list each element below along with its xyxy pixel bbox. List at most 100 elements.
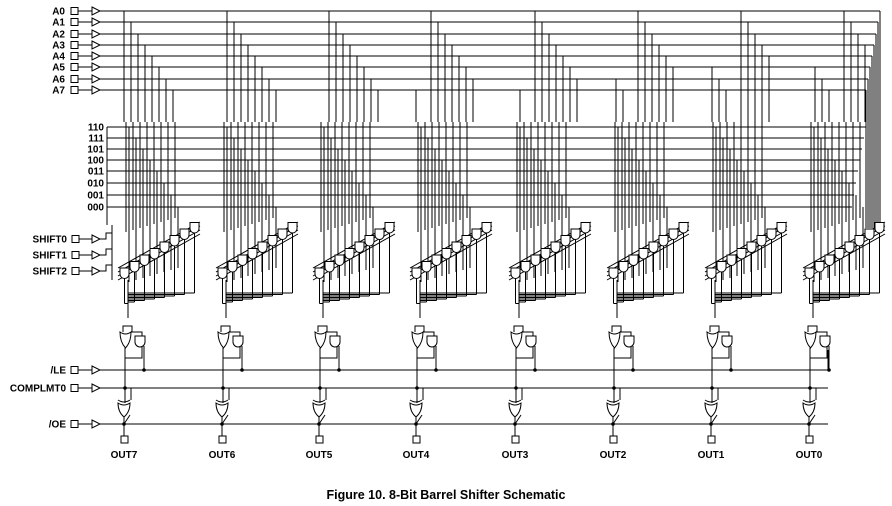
- and-gate: [874, 222, 885, 234]
- and-gate: [471, 228, 482, 240]
- pin-a1: [70, 18, 79, 26]
- or-gate: [608, 331, 621, 349]
- wire: [513, 325, 534, 359]
- label-code-111: 111: [88, 134, 104, 145]
- and-gate: [237, 254, 248, 266]
- and-gate: [746, 241, 757, 253]
- or-gate: [804, 331, 817, 349]
- pin-shift0: [71, 235, 80, 243]
- label-out6: OUT6: [209, 450, 236, 461]
- xor-gate-back: [215, 399, 229, 403]
- wire: [808, 414, 816, 425]
- and-gate: [618, 261, 629, 273]
- buffer-oe: [91, 419, 102, 429]
- buffer-le: [91, 365, 102, 375]
- decode-diagonal: [508, 233, 592, 281]
- and-gate: [678, 222, 689, 234]
- buffer-shift2: [91, 266, 102, 276]
- xor-gate-back: [409, 399, 423, 403]
- and-gate: [129, 261, 140, 273]
- pin-a4: [70, 52, 79, 60]
- label-a5: A5: [52, 63, 65, 74]
- and-gate: [421, 261, 432, 273]
- output-pin: [805, 435, 814, 444]
- label-complement: COMPLMT0: [10, 384, 67, 395]
- and-gate: [844, 241, 855, 253]
- wire: [100, 248, 112, 256]
- xor-gate: [312, 402, 326, 418]
- and-gate: [189, 222, 200, 234]
- pin-le: [70, 366, 79, 374]
- label-code-000: 000: [87, 203, 104, 214]
- or-gate: [510, 331, 523, 349]
- and-gate: [736, 248, 747, 260]
- and-gate: [139, 254, 150, 266]
- and-gate: [159, 241, 170, 253]
- label-code-110: 110: [88, 123, 105, 134]
- and-gate: [411, 267, 422, 279]
- pin-shift2: [71, 267, 80, 275]
- and-gate: [864, 228, 875, 240]
- latch-and-gate: [134, 335, 146, 348]
- and-gate: [854, 235, 865, 247]
- and-gate: [608, 267, 619, 279]
- wire: [221, 414, 229, 425]
- and-gate: [461, 235, 472, 247]
- xor-gate: [117, 402, 131, 418]
- label-shift2: SHIFT2: [33, 267, 68, 278]
- buffer-a5: [91, 62, 102, 72]
- pin-a6: [70, 75, 79, 83]
- wire: [122, 325, 143, 359]
- and-gate: [334, 254, 345, 266]
- pin-oe: [70, 420, 79, 428]
- output-pin: [120, 435, 129, 444]
- decode-diagonal: [117, 233, 201, 281]
- decode-diagonal: [312, 233, 396, 281]
- and-gate: [510, 267, 521, 279]
- pin-complement: [70, 384, 79, 392]
- and-gate: [247, 248, 258, 260]
- buffer-a4: [91, 51, 102, 61]
- and-gate: [287, 222, 298, 234]
- or-gate: [217, 331, 230, 349]
- wire: [220, 325, 241, 359]
- and-gate: [550, 241, 561, 253]
- and-gate: [384, 222, 395, 234]
- and-gate: [658, 235, 669, 247]
- wire: [414, 325, 435, 359]
- xor-gate-back: [117, 399, 131, 403]
- and-gate: [324, 261, 335, 273]
- and-gate: [227, 261, 238, 273]
- and-gate: [277, 228, 288, 240]
- buffer-a7: [91, 85, 102, 95]
- or-gate: [119, 331, 132, 349]
- xor-gate-back: [606, 399, 620, 403]
- pin-a3: [70, 41, 79, 49]
- and-gate: [451, 241, 462, 253]
- xor-gate-back: [802, 399, 816, 403]
- wire: [807, 325, 828, 359]
- and-gate: [580, 222, 591, 234]
- buffer-complement: [91, 383, 102, 393]
- and-gate: [431, 254, 442, 266]
- wire: [100, 264, 112, 272]
- buffer-a2: [91, 29, 102, 39]
- xor-gate: [409, 402, 423, 418]
- label-a2: A2: [52, 30, 65, 41]
- and-gate: [149, 248, 160, 260]
- label-a7: A7: [52, 86, 65, 97]
- and-gate: [374, 228, 385, 240]
- latch-and-gate: [525, 335, 537, 348]
- wire: [415, 414, 423, 425]
- xor-gate: [704, 402, 718, 418]
- label-code-101: 101: [87, 145, 104, 156]
- pin-a7: [70, 86, 79, 94]
- wire: [100, 232, 112, 240]
- and-gate: [314, 267, 325, 279]
- and-gate: [481, 222, 492, 234]
- wire: [612, 414, 620, 425]
- pin-a5: [70, 63, 79, 71]
- label-shift1: SHIFT1: [33, 251, 68, 262]
- latch-and-gate: [426, 335, 438, 348]
